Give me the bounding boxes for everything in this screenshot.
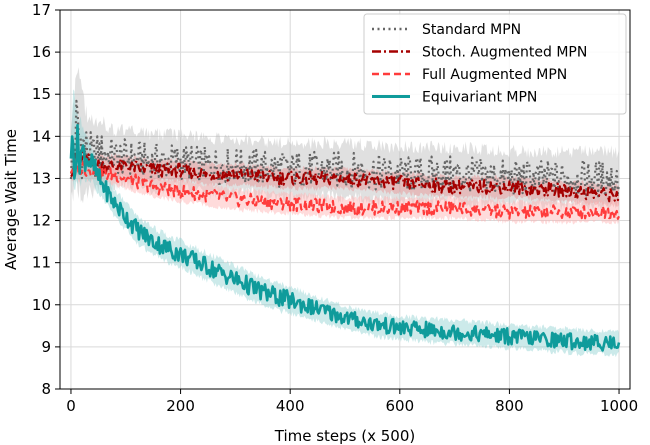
legend-items: Standard MPN Stoch. Augmented MPN Full Aug…: [372, 22, 587, 106]
series-line-standard-mpn: [69, 99, 621, 198]
series-line-stoch-augmented-mpn: [70, 149, 620, 203]
series-line-full-augmented-mpn: [69, 157, 621, 220]
x-tick-label: 800: [495, 397, 524, 415]
x-tick-label: 200: [166, 397, 195, 415]
legend-box: [363, 13, 627, 115]
series-lines: [69, 99, 621, 352]
series-line-equivariant-mpn: [69, 123, 621, 352]
axis-ticks: 0 200 400 600 800 1000 8 9 10 11 12 13 14 15 16 17: [32, 1, 638, 415]
y-tick-label: 13: [32, 169, 51, 187]
legend-label: Full Augmented MPN: [422, 67, 567, 83]
x-axis-label: Time steps (x 500): [274, 427, 416, 445]
y-tick-label: 14: [32, 127, 51, 145]
plot-area-frame: [59, 9, 631, 390]
y-tick-label: 17: [32, 1, 51, 19]
y-tick-label: 12: [32, 212, 51, 230]
x-tick-label: 400: [276, 397, 305, 415]
legend-label: Standard MPN: [422, 22, 521, 38]
band-standard-mpn: [70, 67, 619, 213]
legend-label: Equivariant MPN: [422, 90, 537, 106]
y-tick-label: 15: [32, 85, 51, 103]
y-tick-label: 9: [41, 338, 51, 356]
y-tick-label: 10: [32, 296, 51, 314]
x-tick-label: 1000: [600, 397, 638, 415]
y-tick-label: 16: [32, 43, 51, 61]
legend-label: Stoch. Augmented MPN: [422, 45, 587, 61]
y-tick-label: 11: [32, 254, 51, 272]
x-tick-label: 600: [385, 397, 414, 415]
y-tick-label: 8: [41, 380, 51, 398]
x-tick-label: 0: [66, 397, 76, 415]
band-full-augmented-mpn: [70, 152, 619, 225]
legend: Standard MPN Stoch. Augmented MPN Full Aug…: [363, 13, 627, 115]
y-axis-label: Average Wait Time: [2, 129, 20, 270]
